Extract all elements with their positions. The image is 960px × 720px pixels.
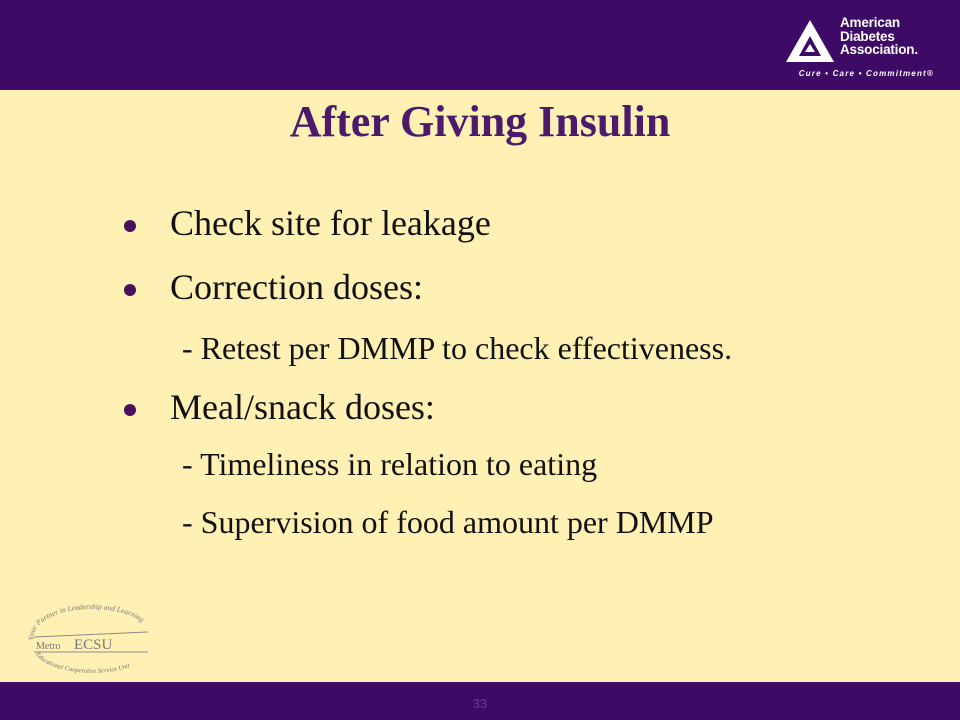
subpoint-supervision: - Supervision of food amount per DMMP [182,504,714,540]
ecsu-name-prefix: Metro [36,641,60,652]
metro-ecsu-logo: Your Partner in Leadership and Learning … [26,602,156,680]
ada-logo: American Diabetes Association. Cure • Ca… [784,16,944,82]
ecsu-name: ECSU [74,637,113,653]
footer-bar [0,682,960,720]
bullet-meal-snack-doses: Meal/snack doses: [170,387,435,427]
bullet-marker [124,220,138,234]
svg-text:Educational Cooperative Servic: Educational Cooperative Service Unit [34,650,131,675]
ada-name-line3: Association. [840,42,918,57]
ecsu-bottom-text: Educational Cooperative Service Unit [34,650,131,675]
bullet-marker [124,284,138,298]
ada-name-line2: Diabetes [840,28,895,44]
ada-name: American Diabetes Association. [840,16,918,57]
ada-triangle-icon [786,20,834,62]
ada-tagline: Cure • Care • Commitment® [798,69,934,78]
bullet-marker [124,404,138,418]
bullet-check-site: Check site for leakage [170,203,491,243]
ada-name-line1: American [840,15,900,30]
page-number: 33 [472,696,488,711]
subpoint-timeliness: - Timeliness in relation to eating [182,446,598,482]
subpoint-retest: - Retest per DMMP to check effectiveness… [182,330,733,366]
slide-title: After Giving Insulin [289,97,671,146]
bullet-correction-doses: Correction doses: [170,267,423,307]
